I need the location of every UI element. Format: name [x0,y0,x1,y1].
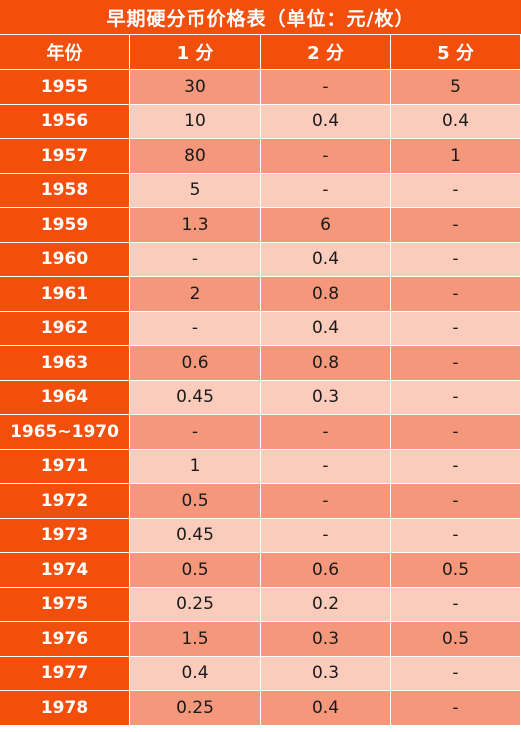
price-cell-c1: 0.5 [130,553,261,588]
price-cell-c5: 0.5 [391,622,521,657]
price-cell-c2: 0.8 [261,346,391,381]
price-cell-c5: - [391,691,521,726]
header-2fen: 2 分 [261,35,391,70]
price-cell-c5: - [391,484,521,519]
price-cell-c2: - [261,518,391,553]
row-year: 1975 [0,587,130,622]
price-cell-c5: - [391,518,521,553]
header-year: 年份 [0,35,130,70]
price-cell-c2: - [261,139,391,174]
price-cell-c1: 1.3 [130,208,261,243]
row-year: 1965~1970 [0,415,130,450]
price-cell-c2: 0.4 [261,242,391,277]
price-cell-c1: - [130,415,261,450]
price-cell-c1: 0.4 [130,656,261,691]
price-cell-c2: - [261,415,391,450]
price-cell-c1: 0.6 [130,346,261,381]
price-cell-c2: - [261,173,391,208]
price-cell-c1: 1 [130,449,261,484]
row-year: 1973 [0,518,130,553]
row-year: 1955 [0,70,130,105]
price-cell-c5: - [391,173,521,208]
price-cell-c2: - [261,484,391,519]
row-year: 1964 [0,380,130,415]
row-year: 1960 [0,242,130,277]
row-year: 1972 [0,484,130,519]
price-cell-c5: - [391,415,521,450]
price-cell-c1: 0.25 [130,587,261,622]
price-cell-c5: 0.5 [391,553,521,588]
price-cell-c5: - [391,346,521,381]
row-year: 1978 [0,691,130,726]
price-cell-c5: - [391,449,521,484]
price-cell-c2: 0.3 [261,622,391,657]
price-cell-c5: 5 [391,70,521,105]
price-cell-c5: - [391,656,521,691]
row-year: 1958 [0,173,130,208]
price-cell-c1: 0.45 [130,518,261,553]
price-cell-c5: - [391,311,521,346]
row-year: 1976 [0,622,130,657]
price-cell-c2: 0.4 [261,104,391,139]
row-year: 1963 [0,346,130,381]
price-cell-c1: 5 [130,173,261,208]
row-year: 1971 [0,449,130,484]
price-cell-c1: - [130,311,261,346]
price-cell-c2: - [261,449,391,484]
price-cell-c2: 0.6 [261,553,391,588]
row-year: 1961 [0,277,130,312]
price-cell-c2: 0.4 [261,311,391,346]
price-cell-c5: - [391,380,521,415]
price-cell-c1: - [130,242,261,277]
row-year: 1977 [0,656,130,691]
price-cell-c2: - [261,70,391,105]
price-cell-c2: 6 [261,208,391,243]
price-cell-c5: - [391,208,521,243]
price-cell-c1: 0.5 [130,484,261,519]
price-cell-c1: 0.45 [130,380,261,415]
price-cell-c1: 80 [130,139,261,174]
row-year: 1957 [0,139,130,174]
price-cell-c1: 30 [130,70,261,105]
price-cell-c2: 0.4 [261,691,391,726]
price-cell-c1: 2 [130,277,261,312]
price-cell-c2: 0.8 [261,277,391,312]
table-title: 早期硬分币价格表（单位：元/枚） [0,0,521,35]
row-year: 1959 [0,208,130,243]
price-cell-c2: 0.2 [261,587,391,622]
header-1fen: 1 分 [130,35,261,70]
header-5fen: 5 分 [391,35,521,70]
price-cell-c5: - [391,242,521,277]
price-cell-c5: - [391,277,521,312]
price-cell-c1: 1.5 [130,622,261,657]
row-year: 1962 [0,311,130,346]
price-cell-c1: 10 [130,104,261,139]
price-cell-c5: - [391,587,521,622]
price-cell-c2: 0.3 [261,380,391,415]
row-year: 1956 [0,104,130,139]
price-cell-c5: 0.4 [391,104,521,139]
price-cell-c1: 0.25 [130,691,261,726]
price-cell-c5: 1 [391,139,521,174]
price-cell-c2: 0.3 [261,656,391,691]
row-year: 1974 [0,553,130,588]
